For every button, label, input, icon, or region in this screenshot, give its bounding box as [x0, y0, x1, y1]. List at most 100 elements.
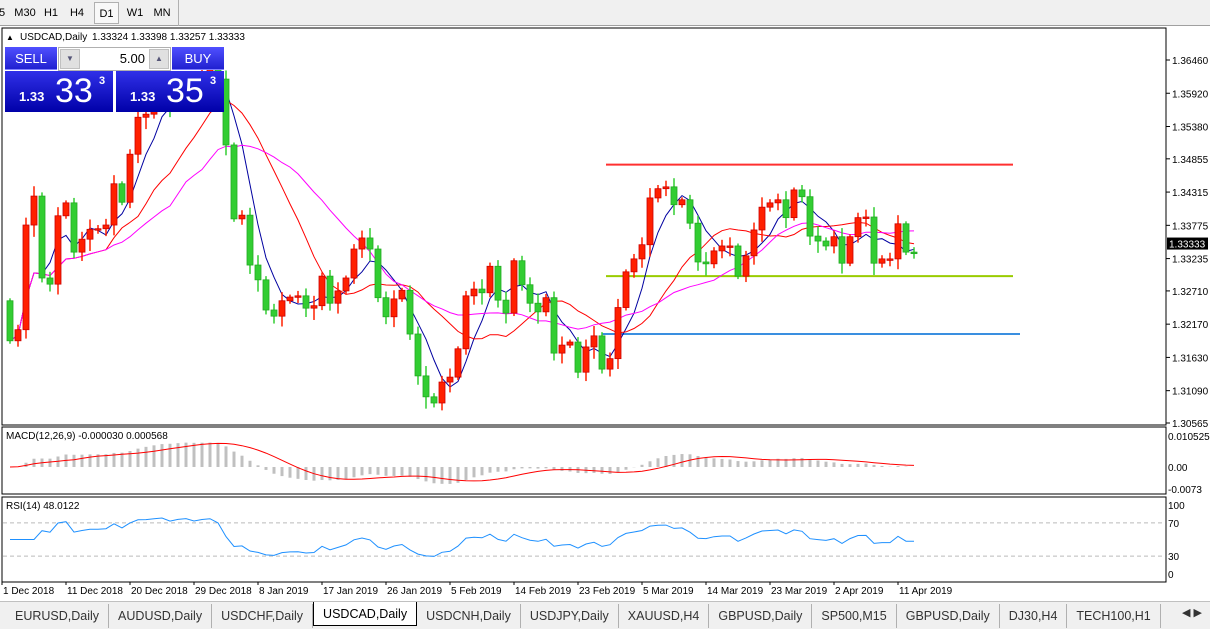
increase-lot-chevron-up-icon[interactable]: ▲	[149, 49, 169, 69]
candle-body	[894, 223, 902, 260]
tf-m30[interactable]: M30	[14, 7, 36, 19]
time-tick-label: 23 Feb 2019	[579, 586, 636, 597]
candle-body	[854, 217, 862, 238]
collapse-triangle-icon[interactable]: ▲	[6, 33, 14, 42]
candle-body	[702, 261, 710, 265]
buy-button[interactable]: BUY	[172, 47, 224, 70]
candle-body	[606, 358, 614, 370]
moving-average-13	[9, 99, 915, 342]
candle-body	[614, 307, 622, 360]
candle-body	[286, 296, 294, 302]
price-tick-label: 1.31090	[1172, 387, 1209, 398]
candle-body	[254, 264, 262, 281]
candle-body	[462, 295, 470, 350]
candle-body	[382, 297, 390, 318]
macd-panel-frame	[1, 426, 1167, 495]
tab-scroll-arrows-icon[interactable]: ◀ ▶	[1182, 607, 1202, 619]
candle-body	[430, 396, 438, 404]
lot-size-stepper[interactable]: ▼ 5.00 ▲	[58, 47, 171, 71]
time-tick-label: 14 Mar 2019	[707, 586, 764, 597]
candle-body	[542, 297, 550, 313]
tab-usdchf-daily[interactable]: USDCHF,Daily	[212, 604, 314, 628]
candle-body	[566, 341, 574, 346]
candle-body	[438, 381, 446, 404]
candle-body	[46, 277, 54, 285]
price-tick-label: 1.35920	[1172, 89, 1209, 100]
candle-body	[590, 335, 598, 348]
time-tick-label: 2 Apr 2019	[835, 586, 884, 597]
one-click-trading-panel: SELL ▼ 5.00 ▲ BUY 1.33 33 3 1.33 35 3	[5, 47, 224, 112]
candle-body	[62, 202, 70, 217]
tf-m5[interactable]: 5	[0, 7, 6, 19]
candle-body	[742, 255, 750, 277]
candle-body	[910, 251, 918, 255]
rsi-tick-label: 100	[1168, 501, 1185, 512]
candle-body	[830, 236, 838, 247]
tab-dj30-h4[interactable]: DJ30,H4	[1000, 604, 1068, 628]
tab-xauusd-h4[interactable]: XAUUSD,H4	[619, 604, 710, 628]
time-tick-label: 17 Jan 2019	[323, 586, 378, 597]
candle-body	[30, 195, 38, 226]
candle-body	[342, 277, 350, 292]
time-tick-label: 5 Mar 2019	[643, 586, 694, 597]
lot-size-input[interactable]: 5.00	[119, 51, 145, 66]
tf-h4[interactable]: H4	[69, 7, 85, 19]
candle-body	[902, 223, 910, 253]
tab-tech100-h1[interactable]: TECH100,H1	[1067, 604, 1161, 628]
candle-body	[270, 309, 278, 317]
rsi-tick-label: 30	[1168, 552, 1180, 563]
sell-price[interactable]: 1.33 33 3	[5, 71, 113, 112]
candle-body	[470, 288, 478, 297]
tab-usdcnh-daily[interactable]: USDCNH,Daily	[417, 604, 521, 628]
tf-w1[interactable]: W1	[126, 7, 144, 19]
time-tick-label: 11 Apr 2019	[899, 586, 953, 597]
candle-body	[662, 186, 670, 190]
rsi-tick-label: 0	[1168, 570, 1174, 581]
candle-body	[14, 329, 22, 342]
current-price-label: 1.33333	[1169, 240, 1206, 251]
candle-body	[774, 199, 782, 204]
buy-price[interactable]: 1.33 35 3	[116, 71, 224, 112]
candle-body	[838, 236, 846, 264]
candle-body	[686, 199, 694, 224]
candle-body	[446, 376, 454, 383]
candle-body	[374, 248, 382, 299]
time-tick-label: 23 Mar 2019	[771, 586, 828, 597]
tab-audusd-daily[interactable]: AUDUSD,Daily	[109, 604, 213, 628]
decrease-lot-chevron-down-icon[interactable]: ▼	[60, 49, 80, 69]
candle-body	[574, 341, 582, 373]
candle-body	[734, 245, 742, 277]
candle-body	[326, 275, 334, 304]
tf-h1[interactable]: H1	[43, 7, 59, 19]
tf-d1[interactable]: D1	[94, 2, 119, 24]
candle-body	[222, 78, 230, 146]
tf-mn[interactable]: MN	[153, 7, 171, 19]
candle-body	[38, 195, 46, 279]
candle-body	[726, 245, 734, 248]
candle-body	[670, 186, 678, 206]
candle-body	[582, 346, 590, 373]
candle-body	[230, 144, 238, 220]
tab-usdjpy-daily[interactable]: USDJPY,Daily	[521, 604, 619, 628]
price-chart[interactable]: 1.364601.359201.353801.348551.343151.337…	[0, 0, 1210, 600]
tab-usdcad-daily[interactable]: USDCAD,Daily	[313, 602, 418, 626]
candle-body	[302, 295, 310, 309]
candle-body	[886, 258, 894, 261]
candle-body	[878, 258, 886, 264]
candle-body	[782, 199, 790, 219]
candle-body	[94, 228, 102, 231]
candle-body	[142, 113, 150, 118]
candle-body	[654, 188, 662, 199]
candle-body	[870, 216, 878, 264]
time-tick-label: 5 Feb 2019	[451, 586, 502, 597]
tab-gbpusd-daily[interactable]: GBPUSD,Daily	[897, 604, 1000, 628]
time-tick-label: 29 Dec 2018	[195, 586, 252, 597]
tab-eurusd-daily[interactable]: EURUSD,Daily	[6, 604, 110, 628]
tab-gbpusd-daily[interactable]: GBPUSD,Daily	[709, 604, 813, 628]
candle-body	[406, 289, 414, 335]
sell-button[interactable]: SELL	[5, 47, 57, 70]
candle-body	[790, 189, 798, 219]
candle-body	[758, 206, 766, 231]
candle-body	[478, 288, 486, 294]
tab-sp500-m15[interactable]: SP500,M15	[812, 604, 897, 628]
